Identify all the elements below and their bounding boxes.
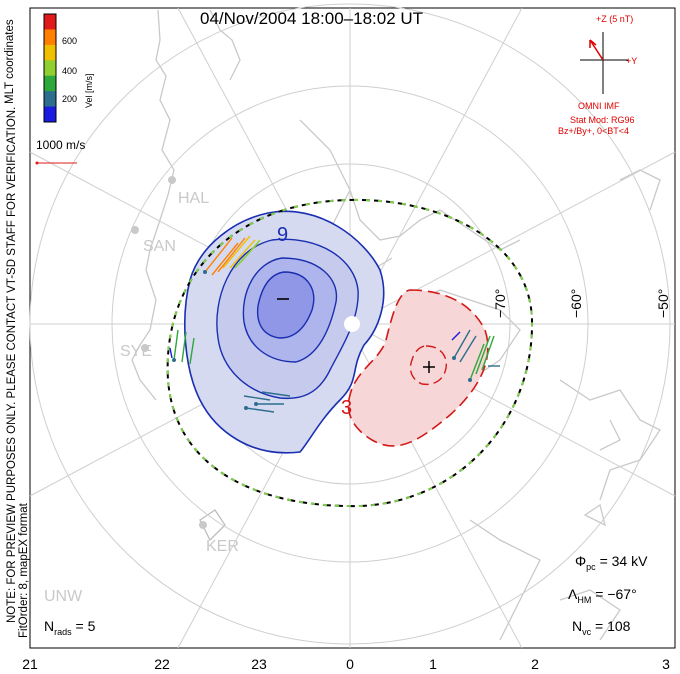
preview-note: NOTE: FOR PREVIEW PURPOSES ONLY. PLEASE … — [6, 106, 18, 623]
potential-min-label: 9 — [277, 224, 289, 246]
x-tick-21: 21 — [22, 656, 38, 672]
x-tick-3: 3 — [662, 656, 670, 672]
station-hal: HAL — [178, 190, 210, 207]
station-markers — [131, 176, 207, 529]
x-tick-1: 1 — [429, 656, 437, 672]
imf-model: Stat Mod: RG96 — [570, 115, 635, 125]
imf-dial — [580, 32, 628, 94]
heppner-maynard-boundary — [166, 198, 534, 508]
colorbar-label: Vel [m/s] — [84, 73, 94, 108]
colorbar-tick-200: 200 — [62, 94, 78, 104]
x-tick-23: 23 — [251, 656, 267, 672]
x-tick-22: 22 — [154, 656, 170, 672]
map-title: 04/Nov/2004 18:00–18:02 UT — [200, 9, 424, 28]
imf-z-label: +Z (5 nT) — [596, 14, 634, 24]
colorbar-segment — [44, 75, 56, 92]
lat-label-70: −70° — [492, 288, 508, 318]
velocity-vectors — [169, 235, 500, 413]
potential-cell-negative — [184, 210, 385, 454]
colorbar — [43, 13, 57, 123]
ref-vector-label: 1000 m/s — [36, 138, 86, 152]
colorbar-segment — [44, 91, 56, 108]
potential-max-label: 3 — [341, 397, 353, 419]
x-tick-0: 0 — [346, 656, 354, 672]
colorbar-segment — [44, 29, 56, 46]
station-san: SAN — [143, 238, 176, 255]
lat-label-60: −60° — [568, 288, 584, 318]
station-unw: UNW — [44, 588, 83, 605]
fitorder-note: FitOrder: 8, mapEX format — [18, 503, 30, 638]
potential-cell-positive — [347, 289, 489, 447]
mlt-note: MLT coordinates — [4, 19, 16, 104]
station-sye: SYE — [120, 343, 153, 360]
nrads-stat: Nrads = 5 — [44, 618, 96, 637]
pole-marker — [344, 316, 360, 332]
colorbar-tick-600: 600 — [62, 36, 78, 46]
phi-pc-stat: Φpc = 34 kV — [575, 553, 648, 572]
x-tick-2: 2 — [531, 656, 539, 672]
colorbar-tick-400: 400 — [62, 66, 78, 76]
imf-y-label: +Y — [626, 56, 638, 66]
colorbar-segment — [44, 44, 56, 61]
lambda-hm-stat: ΛHM = −67° — [568, 586, 637, 605]
lat-label-50: −50° — [655, 288, 671, 318]
station-ker: KER — [206, 538, 239, 555]
imf-condition: Bz+/By+, 0<BT<4 — [558, 126, 630, 136]
colorbar-border — [43, 13, 57, 123]
colorbar-segment — [44, 60, 56, 77]
nvc-stat: Nvc = 108 — [572, 618, 631, 637]
colorbar-segment — [44, 106, 56, 123]
colorbar-segment — [44, 14, 56, 30]
imf-source: OMNI IMF — [578, 101, 620, 111]
